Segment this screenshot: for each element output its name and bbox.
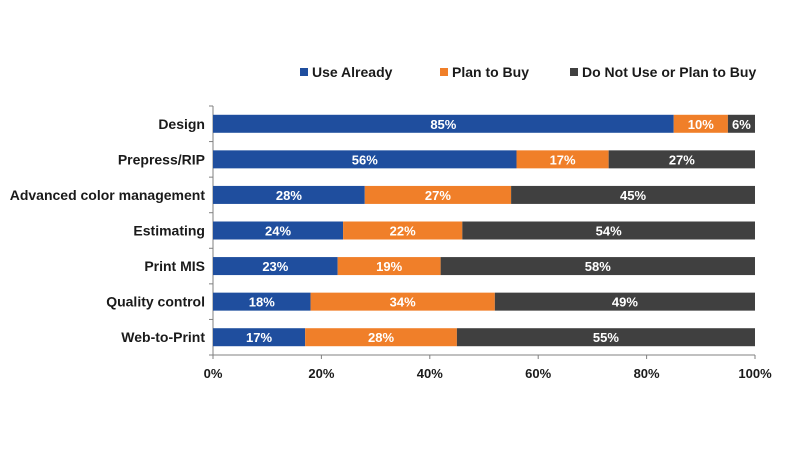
data-label: 28% [276, 188, 302, 203]
bar-segment [305, 328, 457, 347]
data-label: 24% [265, 224, 291, 239]
legend-label: Use Already [312, 64, 393, 80]
category-label: Design [158, 116, 205, 132]
legend-swatch [570, 68, 578, 76]
data-label: 56% [352, 152, 378, 167]
bar-segment [494, 292, 755, 311]
data-label: 18% [249, 295, 275, 310]
data-label: 58% [585, 259, 611, 274]
bar-segment [213, 257, 338, 276]
legend-swatch [300, 68, 308, 76]
category-label: Web-to-Print [121, 329, 205, 345]
data-label: 54% [596, 224, 622, 239]
category-label: Estimating [133, 223, 205, 239]
legend-label: Do Not Use or Plan to Buy [582, 64, 756, 80]
data-label: 55% [593, 330, 619, 345]
category-label: Print MIS [144, 258, 205, 274]
x-tick-label: 80% [634, 366, 660, 381]
data-label: 49% [612, 295, 638, 310]
category-label: Quality control [106, 294, 205, 310]
bar-segment [608, 150, 755, 169]
bar-segment [343, 221, 463, 240]
x-tick-label: 60% [525, 366, 551, 381]
bar-segment [213, 150, 517, 169]
data-label: 22% [390, 224, 416, 239]
x-tick-label: 20% [308, 366, 334, 381]
data-label: 28% [368, 330, 394, 345]
category-label: Prepress/RIP [118, 151, 205, 167]
bar-segment [456, 328, 755, 347]
bar-segment [516, 150, 609, 169]
legend-label: Plan to Buy [452, 64, 529, 80]
data-label: 6% [732, 117, 751, 132]
bar-segment [213, 328, 306, 347]
legend-swatch [440, 68, 448, 76]
bar-segment [213, 114, 674, 133]
data-label: 45% [620, 188, 646, 203]
bar-segment [364, 185, 512, 204]
plot-area: 0% 20% 40% 60% 80% 100% Design 85% 10% 6% Prepress… [10, 105, 772, 381]
bar-segment [213, 221, 344, 240]
data-label: 27% [669, 152, 695, 167]
data-label: 19% [376, 259, 402, 274]
data-label: 27% [425, 188, 451, 203]
bar-segment [213, 292, 311, 311]
category-label: Advanced color management [10, 187, 206, 203]
x-tick-label: 100% [738, 366, 772, 381]
bar-segment [727, 114, 755, 133]
bar-segment [673, 114, 728, 133]
bar-segment [213, 185, 365, 204]
bar-segment [511, 185, 755, 204]
bar-segment [440, 257, 755, 276]
x-tick-label: 40% [417, 366, 443, 381]
data-label: 34% [390, 295, 416, 310]
legend: Use Already Plan to Buy Do Not Use or Plan… [300, 64, 756, 80]
data-label: 10% [688, 117, 714, 132]
bar-segment [462, 221, 755, 240]
x-tick-label: 0% [204, 366, 223, 381]
bar-segment [310, 292, 495, 311]
bar-segment [337, 257, 441, 276]
data-label: 85% [430, 117, 456, 132]
data-label: 17% [550, 152, 576, 167]
data-label: 17% [246, 330, 272, 345]
data-label: 23% [262, 259, 288, 274]
